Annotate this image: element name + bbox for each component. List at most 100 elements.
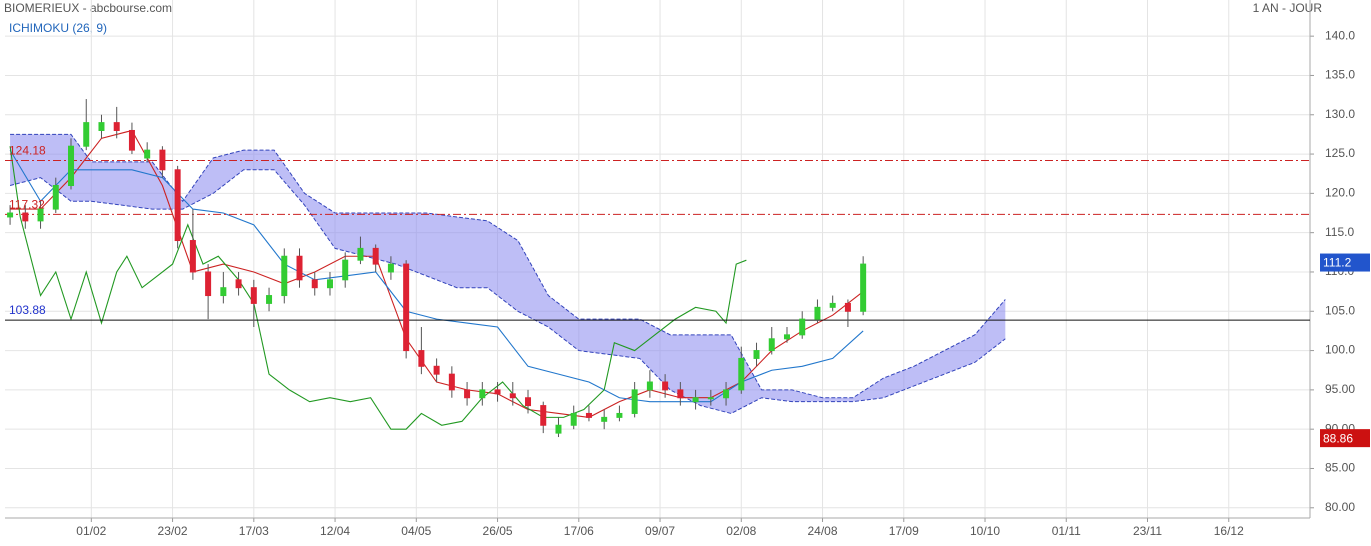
- candle-body: [494, 389, 501, 395]
- y-tick-label: 115.0: [1325, 225, 1354, 239]
- candle-body: [128, 129, 135, 151]
- x-tick-label: 24/08: [808, 524, 838, 538]
- candle-body: [342, 259, 349, 281]
- y-tick-label: 85.00: [1325, 461, 1355, 475]
- candle-body: [509, 393, 516, 399]
- x-tick-label: 01/02: [76, 524, 106, 538]
- candle-body: [387, 263, 394, 273]
- candle-body: [601, 416, 608, 422]
- candle-body: [570, 412, 577, 426]
- y-tick-label: 125.0: [1325, 146, 1355, 160]
- x-tick-label: 23/11: [1133, 524, 1162, 538]
- indicator-line: [9, 149, 864, 403]
- candle-body: [357, 247, 364, 261]
- y-tick-label: 135.0: [1325, 68, 1355, 82]
- x-tick-label: 10/10: [970, 524, 1000, 538]
- candle-body: [723, 389, 730, 399]
- candle-body: [205, 271, 212, 297]
- candle-body: [738, 357, 745, 391]
- candle-body: [814, 306, 821, 320]
- candle-body: [479, 389, 486, 399]
- period-label: 1 AN - JOUR: [1253, 1, 1323, 15]
- candle-body: [829, 302, 836, 308]
- candles: [7, 99, 867, 438]
- grid: [5, 0, 1314, 522]
- candle-body: [266, 295, 273, 304]
- level-label: 124.18: [9, 144, 46, 158]
- x-tick-label: 04/05: [401, 524, 431, 538]
- candle-body: [83, 122, 90, 147]
- indicator-label: ICHIMOKU (26, 9): [9, 21, 107, 35]
- candle-body: [189, 240, 196, 273]
- y-tick-label: 130.0: [1325, 107, 1355, 121]
- y-tick-label: 120.0: [1325, 186, 1355, 200]
- cloud-edge: [10, 133, 1006, 399]
- x-tick-label: 23/02: [158, 524, 188, 538]
- candle-body: [540, 405, 547, 426]
- candle-body: [372, 247, 379, 265]
- cloud-edge: [9, 169, 1006, 414]
- x-tick-label: 09/07: [645, 524, 675, 538]
- price-label: 111.2: [1323, 256, 1352, 270]
- x-tick-label: 17/09: [889, 524, 919, 538]
- x-tick-label: 17/06: [564, 524, 594, 538]
- candle-body: [403, 263, 410, 352]
- candle-body: [585, 412, 592, 418]
- indicator-line: [9, 146, 747, 430]
- x-tick-label: 02/08: [726, 524, 756, 538]
- candle-body: [174, 169, 181, 242]
- y-tick-label: 100.0: [1325, 343, 1355, 357]
- level-label: 117.32: [9, 198, 45, 212]
- chart-title: BIOMERIEUX - abcbourse.com: [4, 1, 172, 15]
- candle-body: [22, 212, 29, 222]
- candle-body: [677, 389, 684, 399]
- candle-body: [707, 397, 714, 400]
- labels: 80.0085.0090.0095.00100.0105.0110.0115.0…: [9, 28, 1370, 538]
- level-label: 103.88: [9, 303, 46, 317]
- y-tick-label: 80.00: [1325, 500, 1355, 514]
- candle-body: [296, 255, 303, 281]
- candle-body: [860, 263, 867, 312]
- x-tick-label: 26/05: [483, 524, 513, 538]
- y-tick-label: 140.0: [1325, 28, 1355, 42]
- candle-body: [68, 145, 75, 187]
- x-tick-label: 01/11: [1052, 524, 1081, 538]
- candle-body: [52, 185, 59, 210]
- candle-body: [753, 350, 760, 359]
- candle-body: [113, 122, 120, 131]
- y-tick-label: 105.0: [1325, 303, 1355, 317]
- candle-body: [844, 302, 851, 312]
- price-label: 88.86: [1323, 431, 1353, 445]
- candle-body: [692, 397, 699, 403]
- candle-body: [555, 424, 562, 434]
- candle-body: [7, 212, 14, 218]
- candle-body: [783, 334, 790, 340]
- candle-body: [768, 338, 775, 352]
- price-label-box: [1320, 253, 1370, 272]
- x-tick-label: 16/12: [1214, 524, 1244, 538]
- candle-body: [144, 149, 151, 159]
- hlines: [5, 160, 1310, 321]
- candle-body: [311, 279, 318, 289]
- candle-body: [631, 389, 638, 414]
- candle-body: [433, 365, 440, 375]
- candle-body: [37, 208, 44, 222]
- cloud: [9, 133, 1006, 414]
- candle-body: [448, 373, 455, 391]
- x-tick-label: 12/04: [320, 524, 350, 538]
- ichimoku-cloud: [10, 134, 1006, 414]
- candle-body: [662, 381, 669, 391]
- x-tick-label: 17/03: [239, 524, 269, 538]
- candle-body: [799, 318, 806, 336]
- candle-body: [525, 397, 532, 407]
- price-label-box: [1320, 429, 1370, 448]
- candle-body: [616, 412, 623, 418]
- candle-body: [98, 122, 105, 131]
- candle-body: [159, 149, 166, 171]
- candle-body: [281, 255, 288, 297]
- candle-body: [235, 279, 242, 289]
- candle-body: [250, 287, 257, 304]
- candle-body: [220, 287, 227, 297]
